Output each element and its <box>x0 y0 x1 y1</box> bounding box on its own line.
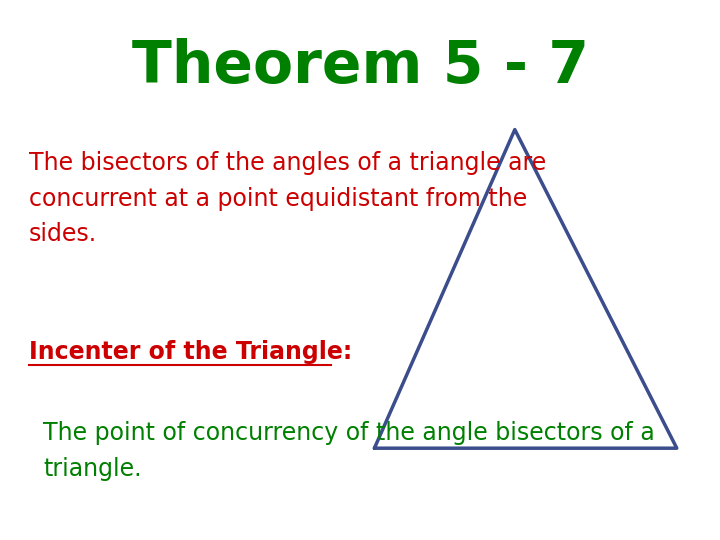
Text: Theorem 5 - 7: Theorem 5 - 7 <box>132 38 588 95</box>
Text: The bisectors of the angles of a triangle are
concurrent at a point equidistant : The bisectors of the angles of a triangl… <box>29 151 546 246</box>
Text: The point of concurrency of the angle bisectors of a
triangle.: The point of concurrency of the angle bi… <box>43 421 655 481</box>
Text: Incenter of the Triangle:: Incenter of the Triangle: <box>29 340 352 364</box>
